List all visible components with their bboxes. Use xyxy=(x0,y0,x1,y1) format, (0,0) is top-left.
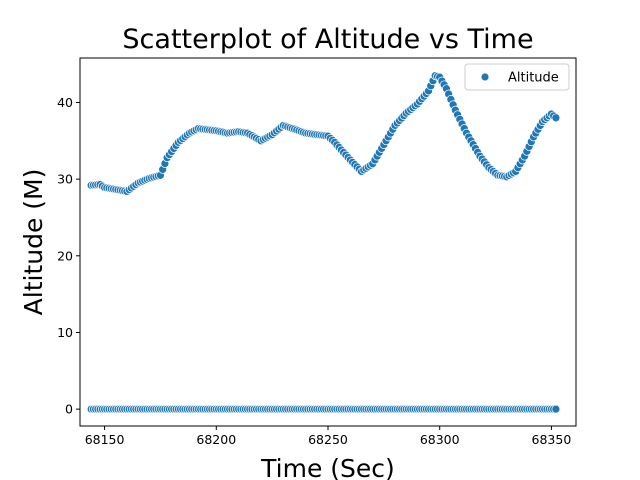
legend-marker xyxy=(480,72,490,82)
y-axis-label: Altitude (M) xyxy=(19,169,48,316)
data-point xyxy=(551,113,561,123)
y-tick-label: 30 xyxy=(57,172,73,187)
x-tick-label: 68200 xyxy=(196,432,236,447)
legend: Altitude xyxy=(464,63,570,91)
x-tick-label: 68150 xyxy=(85,432,125,447)
x-tick-label: 68300 xyxy=(420,432,460,447)
x-axis-label: Time (Sec) xyxy=(260,454,395,480)
y-tick-label: 0 xyxy=(65,402,73,417)
legend-box xyxy=(464,63,570,91)
plot-area xyxy=(79,57,577,427)
x-axis-ticks: 68150 68200 68250 68300 68350 xyxy=(85,426,572,447)
legend-label: Altitude xyxy=(508,71,559,86)
chart-title: Scatterplot of Altitude vs Time xyxy=(122,24,533,55)
y-tick-label: 10 xyxy=(57,325,73,340)
y-tick-label: 40 xyxy=(57,95,73,110)
data-point xyxy=(551,404,561,414)
data-points xyxy=(86,71,561,414)
y-tick-label: 20 xyxy=(57,248,73,263)
x-tick-label: 68250 xyxy=(308,432,348,447)
x-tick-label: 68350 xyxy=(532,432,572,447)
y-axis-ticks: 0 10 20 30 40 xyxy=(57,95,80,417)
